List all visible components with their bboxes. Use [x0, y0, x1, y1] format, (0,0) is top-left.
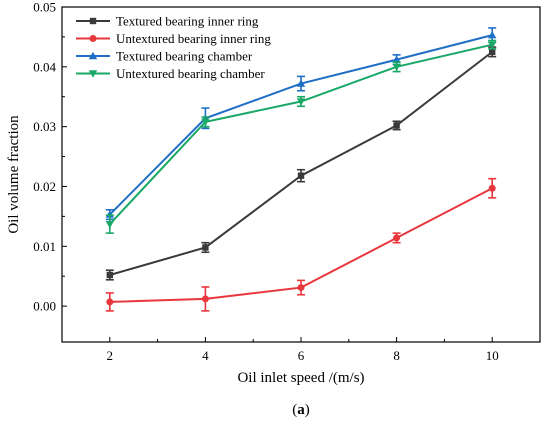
legend-item: Textured bearing chamber: [76, 49, 253, 64]
data-point-square: [393, 122, 400, 129]
plot-frame: [61, 6, 541, 343]
figure-caption: (a): [292, 402, 310, 418]
legend-item: Untextured bearing chamber: [76, 66, 265, 81]
legend-label: Untextured bearing inner ring: [116, 31, 271, 46]
x-tick-label: 10: [486, 348, 499, 363]
data-point-triangle-down: [296, 98, 306, 106]
data-point-triangle-down: [88, 70, 98, 78]
series-3: [105, 39, 497, 234]
axis-ticks: 0.00 0.01 0.02 0.03 0.04 0.05 2 4 6 8 10: [33, 0, 498, 363]
legend-label: Untextured bearing chamber: [116, 66, 265, 81]
y-tick-label: 0.00: [33, 299, 56, 314]
y-tick-label: 0.01: [33, 239, 56, 254]
data-point-circle: [201, 295, 209, 303]
legend-item: Untextured bearing inner ring: [76, 31, 271, 46]
data-point-circle: [89, 35, 97, 42]
data-point-square: [297, 172, 305, 179]
y-axis-title: Oil volume fraction: [6, 115, 22, 234]
data-point-triangle-down: [392, 63, 401, 72]
data-point-circle: [297, 284, 305, 292]
y-tick-label: 0.02: [33, 179, 56, 194]
data-point-triangle-down: [105, 220, 114, 229]
legend-label: Textured bearing inner ring: [116, 14, 259, 29]
data-point-triangle-down: [201, 118, 210, 127]
legend-item: Textured bearing inner ring: [76, 14, 259, 29]
y-tick-label: 0.03: [33, 119, 56, 134]
x-axis-title: Oil inlet speed /(m/s): [237, 370, 364, 386]
data-point-square: [489, 48, 496, 56]
data-point-triangle-up: [88, 51, 98, 60]
caption-close: ): [305, 402, 310, 418]
series-1: [105, 177, 497, 312]
caption-letter: a: [297, 402, 305, 418]
x-tick-label: 6: [298, 348, 305, 363]
x-tick-label: 2: [107, 348, 114, 363]
data-point-triangle-up: [488, 30, 497, 39]
x-tick-label: 8: [393, 348, 400, 363]
data-point-triangle-down: [488, 41, 497, 49]
y-tick-label: 0.04: [33, 59, 56, 74]
x-tick-label: 4: [202, 348, 209, 363]
legend: Textured bearing inner ring Untextured be…: [76, 14, 271, 81]
series-layer: [105, 27, 497, 312]
data-point-square: [89, 17, 97, 25]
data-point-triangle-up: [296, 79, 306, 87]
data-point-circle: [393, 234, 401, 242]
legend-label: Textured bearing chamber: [116, 49, 253, 64]
data-point-circle: [488, 184, 496, 192]
y-tick-label: 0.05: [33, 0, 56, 15]
data-point-triangle-up: [392, 55, 401, 63]
data-point-square: [106, 271, 113, 279]
series-0: [105, 46, 497, 281]
data-point-square: [202, 244, 209, 251]
caption-open: (: [292, 402, 297, 418]
data-point-circle: [106, 298, 114, 306]
